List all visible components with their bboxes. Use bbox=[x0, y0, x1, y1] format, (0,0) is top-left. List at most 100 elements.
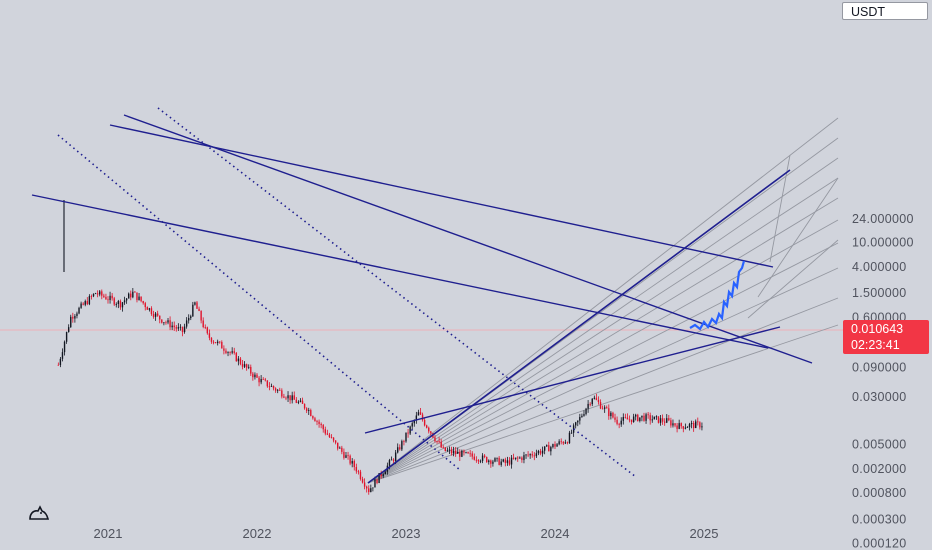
candle bbox=[409, 425, 411, 435]
candle-body bbox=[183, 326, 186, 333]
candle bbox=[475, 456, 478, 463]
candle-body bbox=[301, 400, 304, 404]
candle-body bbox=[132, 291, 134, 298]
candle bbox=[411, 420, 413, 431]
candle bbox=[678, 419, 680, 430]
candle bbox=[198, 306, 200, 312]
candle-body bbox=[570, 432, 573, 434]
candle bbox=[274, 387, 277, 393]
candle-body bbox=[490, 460, 492, 464]
candle-body bbox=[637, 414, 639, 421]
candle bbox=[107, 296, 109, 304]
candle-body bbox=[67, 327, 70, 332]
candle bbox=[260, 375, 262, 385]
candle bbox=[699, 421, 701, 430]
candle-body bbox=[527, 454, 529, 456]
candle-body bbox=[624, 417, 627, 418]
candle bbox=[581, 413, 583, 418]
candle bbox=[264, 377, 266, 382]
trendlines-group[interactable] bbox=[31, 107, 813, 484]
candle bbox=[564, 439, 567, 445]
candle bbox=[324, 426, 326, 436]
candle-body bbox=[293, 395, 295, 400]
candle-body bbox=[628, 419, 631, 421]
candle-body bbox=[407, 432, 409, 434]
trendline-descending[interactable] bbox=[123, 114, 813, 364]
trendline-steep[interactable] bbox=[367, 169, 791, 484]
y-axis[interactable]: 24.00000010.0000004.0000001.5000000.6000… bbox=[852, 212, 914, 550]
candle bbox=[252, 371, 254, 381]
trendline-support[interactable] bbox=[364, 326, 781, 434]
candle-body bbox=[80, 303, 82, 308]
candle bbox=[202, 317, 204, 329]
trendline-lower-descending[interactable] bbox=[31, 194, 769, 349]
candle-body bbox=[459, 451, 461, 457]
candle-body bbox=[237, 358, 240, 362]
candle-body bbox=[109, 295, 111, 300]
candle bbox=[341, 445, 343, 455]
fib-fan-line[interactable] bbox=[367, 267, 839, 484]
candle-body bbox=[486, 456, 488, 463]
fib-fan-line[interactable] bbox=[367, 242, 839, 484]
candle bbox=[363, 478, 366, 490]
candle bbox=[546, 444, 548, 447]
candle bbox=[173, 321, 175, 331]
candle-body bbox=[523, 455, 525, 461]
fib-fan-line[interactable] bbox=[367, 197, 839, 484]
candle bbox=[59, 356, 62, 368]
candle-body bbox=[351, 461, 353, 464]
candle-body bbox=[185, 320, 188, 327]
candle-body bbox=[188, 318, 190, 321]
candle bbox=[368, 485, 370, 495]
candle-body bbox=[92, 293, 95, 297]
candle bbox=[159, 315, 161, 324]
fib-fan-line[interactable] bbox=[367, 219, 839, 484]
currency-button[interactable]: USDT bbox=[842, 2, 928, 20]
fib-fan-line[interactable] bbox=[367, 324, 839, 484]
trendline-long-top[interactable] bbox=[109, 124, 774, 268]
candle-body bbox=[86, 301, 89, 305]
fib-fan-line[interactable] bbox=[367, 177, 839, 484]
candle bbox=[676, 422, 678, 433]
fib-fan-group[interactable] bbox=[367, 117, 839, 484]
candle bbox=[682, 425, 685, 433]
candle bbox=[258, 376, 260, 387]
candle-body bbox=[419, 412, 422, 415]
x-tick-label: 2023 bbox=[392, 526, 421, 541]
candle-body bbox=[136, 292, 138, 301]
candle bbox=[643, 412, 645, 422]
candle-body bbox=[355, 467, 358, 472]
fib-fan-line[interactable] bbox=[367, 117, 839, 484]
candle bbox=[438, 437, 440, 444]
candle bbox=[185, 317, 188, 329]
candle bbox=[606, 405, 608, 409]
dotted-channel-lower[interactable] bbox=[57, 134, 461, 471]
fib-fan-projection-line[interactable] bbox=[747, 154, 839, 319]
candle bbox=[510, 454, 513, 469]
candle bbox=[430, 430, 432, 437]
candle-body bbox=[96, 293, 99, 295]
fib-fan-line[interactable] bbox=[367, 297, 839, 484]
candle bbox=[701, 422, 703, 431]
projection-path[interactable] bbox=[689, 260, 746, 331]
candle bbox=[405, 432, 407, 443]
candle-body bbox=[622, 417, 624, 421]
x-axis[interactable]: 2021 2022 2023 2024 2025 bbox=[94, 526, 719, 541]
candle bbox=[125, 298, 128, 304]
candle-body bbox=[647, 414, 649, 416]
fib-fan-line[interactable] bbox=[367, 157, 839, 484]
candle-body bbox=[659, 418, 662, 423]
candle-body bbox=[587, 403, 589, 409]
candle bbox=[690, 420, 693, 429]
candle-body bbox=[649, 415, 651, 421]
candle bbox=[248, 364, 250, 370]
tradingview-logo-icon[interactable] bbox=[28, 504, 50, 522]
candle-body bbox=[552, 444, 554, 448]
candle bbox=[171, 321, 173, 331]
candle-body bbox=[130, 293, 132, 298]
x-tick-label: 2025 bbox=[690, 526, 719, 541]
candle bbox=[74, 314, 76, 323]
dotted-channel-upper[interactable] bbox=[157, 107, 637, 478]
